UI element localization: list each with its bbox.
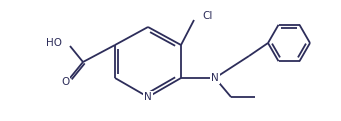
Text: O: O bbox=[61, 77, 69, 87]
Text: N: N bbox=[211, 73, 219, 83]
Text: HO: HO bbox=[46, 38, 62, 48]
Text: N: N bbox=[144, 92, 152, 102]
Text: Cl: Cl bbox=[202, 11, 212, 21]
